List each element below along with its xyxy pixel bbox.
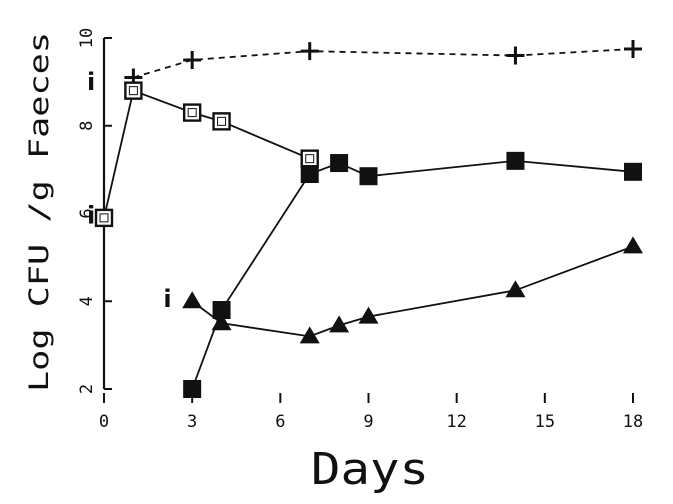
data-point-open-square bbox=[124, 81, 143, 100]
data-point-filled-square bbox=[330, 154, 349, 173]
data-point-filled-triangle bbox=[211, 313, 232, 331]
data-point-filled-triangle bbox=[329, 315, 350, 333]
y-tick-label: 2 bbox=[77, 384, 97, 394]
data-point-filled-triangle bbox=[358, 306, 379, 324]
x-tick-label: 15 bbox=[535, 412, 555, 432]
x-tick-label: 12 bbox=[446, 412, 466, 432]
data-point-open-square bbox=[300, 149, 319, 168]
x-tick-label: 0 bbox=[99, 412, 109, 432]
annotation-label: i bbox=[87, 68, 95, 96]
data-point-open-square bbox=[94, 208, 114, 228]
y-axis-title: Log CFU /g Faeces bbox=[24, 32, 55, 392]
annotation-label: i bbox=[87, 202, 95, 230]
data-point-open-square-inner bbox=[217, 116, 227, 126]
x-tick-label: 9 bbox=[363, 412, 373, 432]
series-group bbox=[94, 39, 643, 398]
data-point-filled-square bbox=[212, 301, 231, 320]
data-point-open-square bbox=[182, 103, 202, 122]
x-tick-label: 18 bbox=[623, 412, 643, 432]
data-point-open-square-inner bbox=[305, 154, 315, 164]
data-point-open-square bbox=[212, 112, 231, 131]
data-point-filled-square bbox=[359, 167, 378, 186]
data-point-filled-triangle bbox=[623, 236, 643, 254]
data-point-filled-square bbox=[300, 165, 319, 184]
data-point-plus bbox=[300, 42, 319, 61]
x-tick-label: 6 bbox=[275, 412, 285, 432]
series-line-open-square bbox=[103, 89, 311, 219]
data-point-plus bbox=[506, 46, 525, 65]
data-point-filled-triangle bbox=[299, 326, 320, 344]
data-point-plus bbox=[624, 39, 642, 58]
data-point-filled-triangle bbox=[182, 291, 203, 309]
series-line-filled-triangle bbox=[191, 245, 634, 338]
series-line-filled-square bbox=[191, 159, 634, 390]
y-tick-label: 4 bbox=[77, 296, 97, 306]
data-point-filled-square bbox=[506, 151, 525, 170]
annotations: i i i bbox=[87, 68, 172, 313]
data-point-open-square-inner bbox=[99, 213, 109, 223]
axes: 0 3 6 9 12 15 18 2 4 6 8 10 bbox=[77, 28, 643, 432]
data-point-filled-square bbox=[183, 380, 202, 398]
annotation-label: i bbox=[163, 285, 171, 313]
data-point-open-square-inner bbox=[128, 86, 138, 96]
x-tick-label: 3 bbox=[187, 412, 197, 432]
series-line-plus bbox=[133, 48, 634, 79]
y-tick-label: 8 bbox=[77, 121, 97, 131]
x-axis-title: Days bbox=[311, 444, 429, 495]
data-point-filled-triangle bbox=[505, 280, 526, 298]
y-tick-label: 10 bbox=[77, 28, 97, 48]
data-point-open-square-inner bbox=[187, 108, 197, 118]
y-tick-label: 6 bbox=[77, 208, 97, 218]
data-point-filled-square bbox=[624, 162, 642, 181]
data-point-plus bbox=[183, 50, 202, 69]
